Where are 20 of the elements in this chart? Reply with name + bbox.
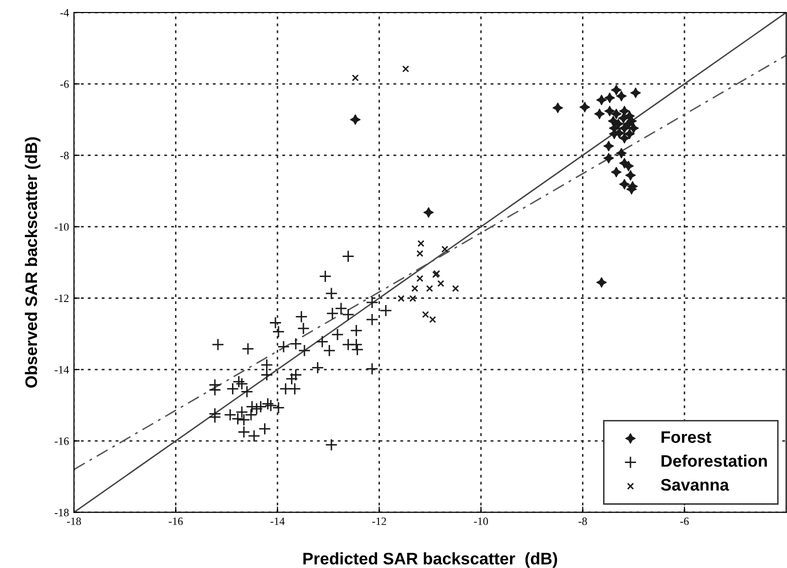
- y-tick-label: -4: [60, 9, 69, 16]
- x-axis-title: Predicted SAR backscatter (dB): [303, 552, 558, 568]
- y-tick-label: -10: [54, 223, 69, 231]
- x-tick-label: -18: [66, 518, 81, 526]
- y-axis-title: Observed SAR backscatter (dB): [24, 137, 40, 388]
- x-tick-label: -12: [372, 518, 386, 525]
- y-tick-label: -16: [54, 437, 69, 445]
- x-tick-label: -14: [270, 518, 285, 525]
- y-tick-label: -6: [60, 80, 69, 88]
- legend-label: Deforestation: [662, 454, 767, 467]
- y-tick-label: -14: [54, 366, 69, 374]
- y-tick-label: -8: [60, 152, 69, 160]
- x-tick-label: -6: [680, 518, 689, 526]
- x-tick-label: -10: [474, 518, 488, 526]
- x-tick-label: -16: [168, 518, 183, 526]
- x-tick-label: -8: [578, 518, 587, 526]
- legend-label: Savanna: [660, 478, 730, 491]
- y-tick-label: -18: [54, 508, 69, 516]
- legend-label: Forest: [662, 431, 712, 443]
- y-tick-label: -12: [54, 294, 69, 302]
